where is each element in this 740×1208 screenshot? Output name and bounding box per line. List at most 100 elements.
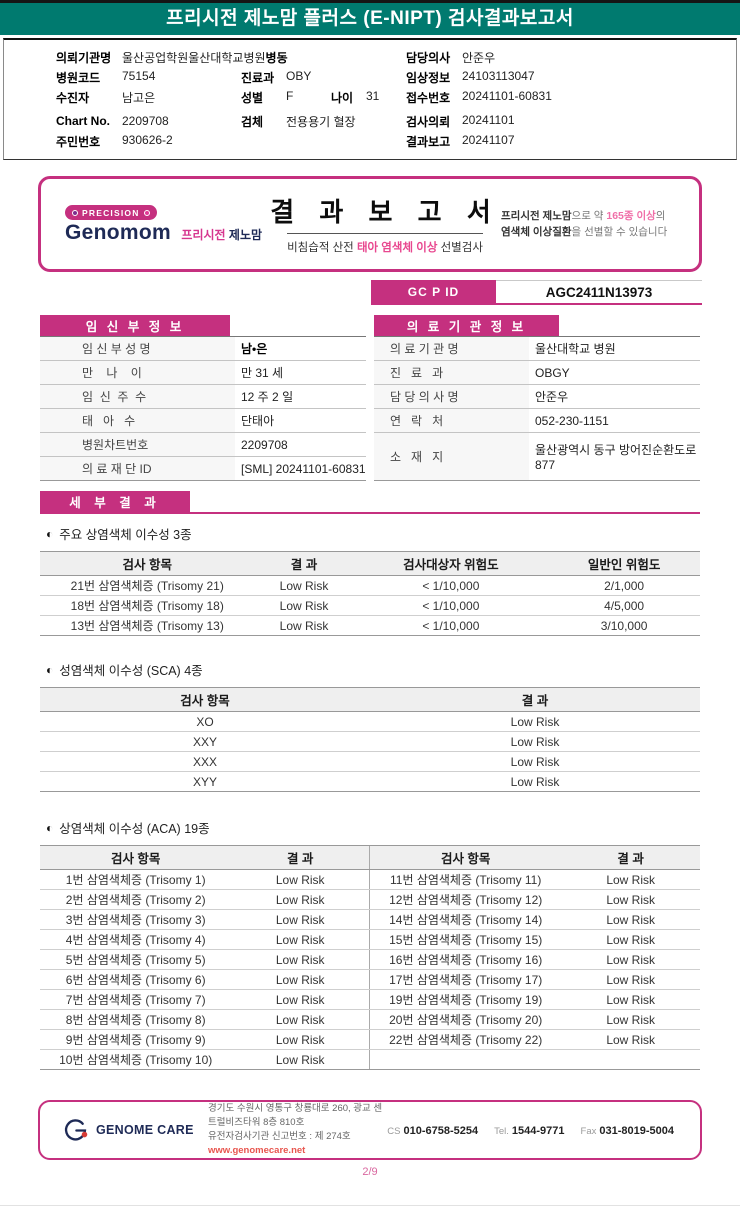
half-circle-bullet-icon: ◐ — [46, 662, 54, 677]
gcpid-value: AGC2411N13973 — [496, 280, 702, 303]
cs-number: 010-6758-5254 — [403, 1125, 479, 1137]
report-title: 결 과 보 고 서 — [270, 197, 500, 227]
clinic-info-table: 의 료 기 관 정 보 의 료 기 관 명 울산대학교 병원 진 료 과 OBGY … — [374, 315, 700, 481]
order-date-value: 20241101 — [462, 112, 515, 127]
age-value: 31 — [366, 88, 380, 103]
table-row: 21번 삼염색체증 (Trisomy 21) Low Risk < 1/10,000… — [40, 576, 700, 596]
fax-label: Fax — [580, 1126, 597, 1137]
table-row: XXX Low Risk — [40, 752, 700, 772]
gcpid-field: GC P ID AGC2411N13973 — [371, 280, 702, 305]
table-row: 1번 삼염색체증 (Trisomy 1) Low Risk 11번 삼염색체증 (T… — [40, 870, 700, 890]
genome-care-wordmark: GENOME CARE — [96, 1123, 194, 1137]
table-row: 병원차트번호 2209708 — [40, 433, 366, 457]
table-row: 9번 삼염색체증 (Trisomy 9) Low Risk 22번 삼염색체증 (T… — [40, 1030, 700, 1050]
dept-value: OBY — [286, 68, 312, 83]
table-row: 소 재 지 울산광역시 동구 방어진순환도로 877 — [374, 433, 700, 481]
age-label: 나이 — [331, 90, 354, 105]
half-circle-bullet-icon: ◐ — [46, 820, 54, 835]
clinical-label: 임상정보 — [406, 70, 451, 85]
footer-address-line2: 유전자검사기관 신고번호 : 제 274호 — [208, 1131, 351, 1142]
result-report-card: PRECISION Genomom 프리시전 제노맘 결 과 보 고 서 비침습… — [38, 176, 702, 272]
table-row: 7번 삼염색체증 (Trisomy 7) Low Risk 19번 삼염색체증 (T… — [40, 990, 700, 1010]
patient-row-code: 병원코드 75154 진료과 OBY 임상정보 24103113047 — [4, 67, 736, 87]
page-bottom-edge — [0, 1205, 740, 1206]
table-row: 태 아 수 단태아 — [40, 409, 366, 433]
dept-label: 진료과 — [241, 70, 275, 85]
table-row: 6번 삼염색체증 (Trisomy 6) Low Risk 17번 삼염색체증 (T… — [40, 970, 700, 990]
specimen-value: 전용용기 혈장 — [286, 114, 356, 129]
genome-care-logo: GENOME CARE — [40, 1117, 208, 1144]
table-row: 담 당 의 사 명 안준우 — [374, 385, 700, 409]
chart-no-value: 2209708 — [122, 114, 169, 128]
section-label: 상염색체 이수성 (ACA) 19종 — [59, 822, 210, 836]
section-main-autosome: ◐ 주요 상염색체 이수성 3종 — [46, 524, 740, 543]
table-row: 18번 삼염색체증 (Trisomy 18) Low Risk < 1/10,000… — [40, 596, 700, 616]
tel-number: 1544-9771 — [511, 1125, 565, 1137]
patient-label: 수진자 — [56, 90, 90, 105]
table-row: XO Low Risk — [40, 712, 700, 732]
footer-contacts: CS 010-6758-5254 Tel. 1544-9771 Fax 031-801… — [387, 1121, 700, 1139]
doctor-label: 담당의사 — [406, 50, 451, 65]
precision-badge-label: PRECISION — [82, 207, 140, 218]
table-row: 임 신 부 성 명 남•은 — [40, 337, 366, 361]
report-description: 프리시전 제노맘으로 약 165종 이상의 염색체 이상질환을 선별할 수 있습… — [501, 209, 668, 238]
genome-care-logo-icon — [64, 1118, 88, 1140]
genomom-logo: PRECISION Genomom 프리시전 제노맘 — [41, 203, 269, 245]
table-row: 4번 삼염색체증 (Trisomy 4) Low Risk 15번 삼염색체증 (T… — [40, 930, 700, 950]
details-section-title: 세 부 결 과 — [40, 491, 190, 512]
logo-sub-genomom: 제노맘 — [228, 227, 263, 242]
page-number: 2/9 — [362, 1166, 378, 1178]
table-row: 10번 삼염색체증 (Trisomy 10) Low Risk — [40, 1050, 700, 1070]
footer-address: 경기도 수원시 영통구 창룡대로 260, 광교 센트럴비즈타워 8층 810호… — [208, 1102, 387, 1159]
chart-no-label: Chart No. — [56, 114, 110, 128]
clinical-value: 24103113047 — [462, 68, 535, 83]
table-row: 의 료 재 단 ID [SML] 20241101-60831 — [40, 457, 366, 481]
patient-row-org: 의뢰기관명 울산공업학원울산대학교병원 병동 담당의사 안준우 — [4, 47, 736, 67]
ward-label: 병동 — [265, 50, 288, 65]
cs-label: CS — [387, 1126, 401, 1137]
report-subtitle: 비침습적 산전 태아 염색체 이상 선별검사 — [287, 233, 483, 255]
receipt-label: 접수번호 — [406, 90, 451, 105]
footer-card: GENOME CARE 경기도 수원시 영통구 창룡대로 260, 광교 센트럴… — [38, 1100, 702, 1160]
receipt-value: 20241101-60831 — [462, 88, 552, 103]
sex-label: 성별 — [241, 90, 264, 105]
table-row: 13번 삼염색체증 (Trisomy 13) Low Risk < 1/10,000… — [40, 616, 700, 636]
resident-no-label: 주민번호 — [56, 134, 101, 149]
sex-value: F — [286, 88, 294, 103]
half-circle-bullet-icon: ◐ — [46, 526, 54, 541]
hospital-code-label: 병원코드 — [56, 70, 101, 85]
table-row: 연 락 처 052-230-1151 — [374, 409, 700, 433]
doctor-value: 안준우 — [462, 50, 496, 65]
main-autosome-table: 검사 항목 결 과 검사대상자 위험도 일반인 위험도 21번 삼염색체증 (T… — [40, 551, 700, 636]
gcpid-label: GC P ID — [371, 280, 496, 303]
precision-badge: PRECISION — [65, 205, 157, 221]
badge-dot-icon — [143, 209, 150, 216]
report-date-value: 20241107 — [462, 132, 515, 147]
table-header-row: 검사 항목 결 과 — [40, 687, 700, 712]
tel-label: Tel. — [494, 1126, 509, 1137]
table-row: XYY Low Risk — [40, 772, 700, 792]
clinic-info-title: 의 료 기 관 정 보 — [374, 315, 559, 336]
mother-info-title: 임 신 부 정 보 — [40, 315, 230, 336]
aca-table: 검사 항목 결 과 검사 항목 결 과 1번 삼염색체증 (Trisomy 1)… — [40, 845, 700, 1070]
footer-address-line1: 경기도 수원시 영통구 창룡대로 260, 광교 센트럴비즈타워 8층 810호 — [208, 1102, 383, 1128]
table-row: 3번 삼염색체증 (Trisomy 3) Low Risk 14번 삼염색체증 (T… — [40, 910, 700, 930]
footer-website-link[interactable]: www.genomecare.net — [208, 1145, 306, 1157]
patient-row-resident: 주민번호 930626-2 결과보고 20241107 — [4, 131, 736, 151]
page-title: 프리시전 제노맘 플러스 (E-NIPT) 검사결과보고서 — [0, 3, 740, 35]
specimen-label: 검체 — [241, 114, 264, 129]
section-sca: ◐ 성염색체 이수성 (SCA) 4종 — [46, 660, 740, 679]
table-header-row: 검사 항목 결 과 검사대상자 위험도 일반인 위험도 — [40, 551, 700, 576]
sca-table: 검사 항목 결 과 XO Low Risk XXY Low Risk XXX Low … — [40, 687, 700, 792]
table-header-row: 검사 항목 결 과 검사 항목 결 과 — [40, 845, 700, 870]
request-org-value: 울산공업학원울산대학교병원 — [122, 50, 266, 65]
section-aca: ◐ 상염색체 이수성 (ACA) 19종 — [46, 818, 740, 837]
patient-info-box: 의뢰기관명 울산공업학원울산대학교병원 병동 담당의사 안준우 병원코드 751… — [3, 38, 737, 160]
badge-dot-icon — [72, 209, 78, 216]
patient-row-chart: Chart No. 2209708 검체 전용용기 혈장 검사의뢰 202411… — [4, 111, 736, 131]
section-label: 주요 상염색체 이수성 3종 — [59, 528, 192, 542]
patient-row-name: 수진자 남고은 성별 F 나이 31 접수번호 20241101-60831 — [4, 87, 736, 107]
